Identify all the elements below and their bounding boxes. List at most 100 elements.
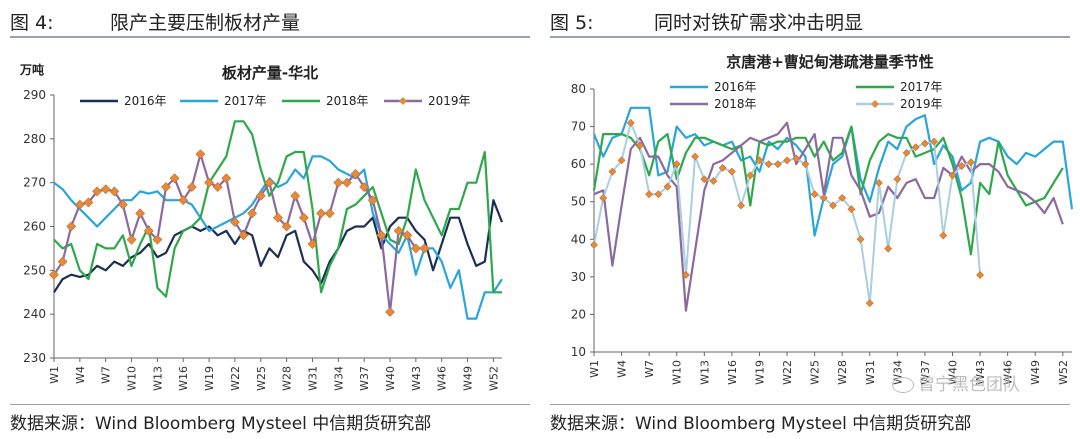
legend-item-2019: 2019年 [856, 97, 943, 111]
x-tick-label: W13 [151, 366, 164, 391]
figure-header: 图 5: 同时对铁矿需求冲击明显 [550, 4, 1070, 38]
series-line-2019 [53, 153, 425, 314]
data-point-2019 [152, 234, 163, 245]
legend-item-2016: 2016年 [670, 80, 757, 94]
data-point-2019 [847, 205, 856, 214]
x-tick-label: W25 [809, 360, 822, 385]
figure-number: 图 4: [10, 12, 54, 34]
x-tick-label: W16 [726, 360, 739, 385]
data-source-note: 数据来源：Wind Bloomberg Mysteel 中信期货研究部 [10, 404, 530, 439]
data-point-2019 [930, 137, 939, 146]
data-point-2019 [957, 162, 966, 170]
x-tick-label: W22 [229, 366, 242, 391]
data-point-2019 [590, 240, 598, 249]
x-tick-label: W16 [177, 366, 190, 391]
x-tick-label: W19 [753, 360, 766, 385]
y-tick-label: 260 [23, 220, 46, 234]
data-point-2019 [681, 271, 690, 279]
figure-5-panel: 图 5: 同时对铁矿需求冲击明显 京唐港+曹妃甸港疏港量季节性 10 20 30 40 5… [540, 0, 1080, 439]
data-point-2019 [599, 194, 608, 202]
data-point-2019 [255, 190, 266, 201]
x-tick-label: W7 [643, 360, 656, 378]
y-tick-label: 40 [571, 232, 586, 246]
series-2019 [49, 149, 430, 317]
data-point-2019 [126, 234, 137, 245]
data-point-2019 [709, 177, 718, 185]
data-point-2019 [195, 149, 206, 160]
figure-number: 图 5: [550, 12, 594, 34]
data-point-2019 [410, 243, 421, 254]
data-point-2019 [672, 160, 681, 169]
series-line-2019 [593, 121, 982, 305]
data-point-2019 [608, 167, 617, 176]
y-tick-label: 20 [571, 307, 586, 321]
x-tick-label: W10 [671, 360, 684, 385]
data-point-2019 [316, 208, 327, 219]
y-tick-label: 280 [23, 132, 46, 146]
y-tick-label: 10 [571, 345, 586, 359]
data-point-2019 [178, 195, 189, 206]
data-point-2019 [333, 177, 344, 188]
data-point-2019 [663, 182, 672, 191]
data-point-2019 [718, 163, 727, 172]
figure-header: 图 4: 限产主要压制板材产量 [10, 4, 530, 38]
figure-title: 限产主要压制板材产量 [110, 12, 301, 34]
series-2019 [590, 118, 985, 308]
data-point-2019 [298, 212, 309, 223]
legend-label: 2017年 [224, 94, 267, 108]
series-2018 [53, 120, 502, 298]
figure-title: 同时对铁矿需求冲击明显 [654, 12, 864, 34]
data-point-2019 [792, 154, 801, 163]
x-tick-label: W40 [947, 360, 960, 385]
legend-label: 2016年 [124, 94, 167, 108]
data-point-2019 [727, 167, 736, 176]
data-point-2019 [238, 230, 249, 241]
wechat-icon [892, 377, 914, 393]
x-tick-label: W25 [255, 366, 268, 391]
data-point-2019 [247, 208, 258, 219]
chart-title: 京唐港+曹妃甸港疏港量季节性 [726, 53, 934, 71]
x-tick-label: W31 [306, 366, 319, 391]
data-point-2019 [773, 160, 782, 169]
data-point-2019 [838, 194, 847, 202]
series-line-2016 [592, 106, 1074, 237]
data-point-2019 [636, 141, 644, 150]
data-point-2019 [281, 221, 292, 232]
data-point-2019 [783, 156, 791, 165]
x-tick-label: W22 [781, 360, 794, 385]
legend-marker [399, 97, 407, 105]
legend-label: 2019年 [428, 94, 471, 108]
y-tick-label: 250 [23, 263, 46, 277]
y-tick-label: 290 [23, 88, 46, 102]
data-source-note: 数据来源：Wind Bloomberg Mysteel 中信期货研究部 [550, 404, 1070, 439]
data-point-2019 [691, 152, 700, 161]
y-tick-label: 50 [571, 195, 586, 209]
x-tick-label: W49 [462, 366, 475, 391]
series-line-2018 [593, 121, 1064, 312]
y-tick-label: 270 [23, 176, 46, 190]
legend-label: 2017年 [900, 80, 943, 94]
series-line-2018 [53, 120, 502, 298]
x-tick-label: W43 [974, 360, 987, 385]
y-unit-label: 万吨 [19, 62, 44, 77]
data-point-2019 [948, 171, 957, 180]
x-tick-label: W31 [864, 360, 877, 385]
data-point-2019 [893, 175, 902, 184]
x-tick-label: W1 [588, 360, 601, 378]
data-point-2019 [359, 182, 370, 192]
data-point-2019 [57, 256, 68, 267]
x-tick-label: W37 [919, 360, 932, 385]
data-point-2019 [264, 177, 275, 188]
data-point-2019 [829, 201, 837, 210]
data-point-2019 [810, 190, 819, 199]
series-2018 [593, 121, 1064, 312]
data-point-2019 [920, 139, 929, 148]
data-point-2019 [654, 190, 663, 199]
data-point-2019 [884, 244, 893, 253]
data-point-2019 [221, 173, 232, 184]
legend-item-2018: 2018年 [670, 97, 757, 111]
x-tick-label: W34 [332, 366, 345, 391]
data-point-2019 [626, 118, 635, 127]
legend-marker [871, 100, 879, 108]
x-tick-label: W7 [100, 366, 113, 384]
